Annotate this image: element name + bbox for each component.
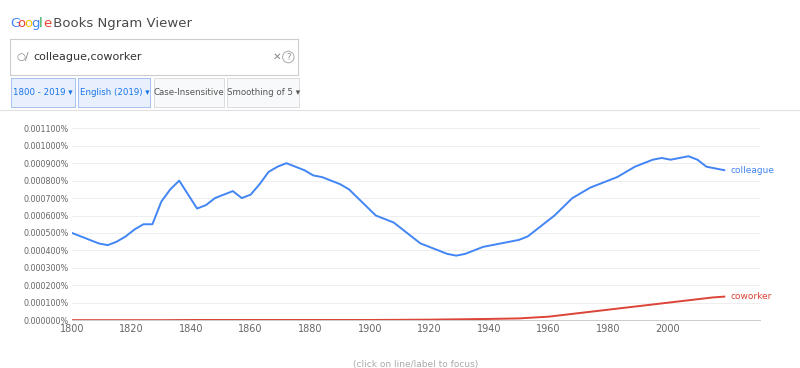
Text: Case-Insensitive: Case-Insensitive <box>154 88 224 97</box>
Text: e: e <box>43 17 51 31</box>
Text: Books Ngram Viewer: Books Ngram Viewer <box>49 17 192 31</box>
Text: colleague,coworker: colleague,coworker <box>34 52 142 62</box>
Text: g: g <box>31 17 40 31</box>
Text: English (2019) ▾: English (2019) ▾ <box>79 88 150 97</box>
Text: 1800 - 2019 ▾: 1800 - 2019 ▾ <box>14 88 73 97</box>
Text: o: o <box>18 17 26 31</box>
Text: l: l <box>38 17 42 31</box>
Text: ○/: ○/ <box>17 52 30 62</box>
Text: o: o <box>24 17 32 31</box>
Text: G: G <box>10 17 21 31</box>
Text: colleague: colleague <box>730 166 774 175</box>
Text: Smoothing of 5 ▾: Smoothing of 5 ▾ <box>226 88 300 97</box>
Text: ✕: ✕ <box>273 52 281 62</box>
Text: (click on line/label to focus): (click on line/label to focus) <box>354 360 478 368</box>
Text: coworker: coworker <box>730 292 771 301</box>
Text: ?: ? <box>286 53 290 61</box>
